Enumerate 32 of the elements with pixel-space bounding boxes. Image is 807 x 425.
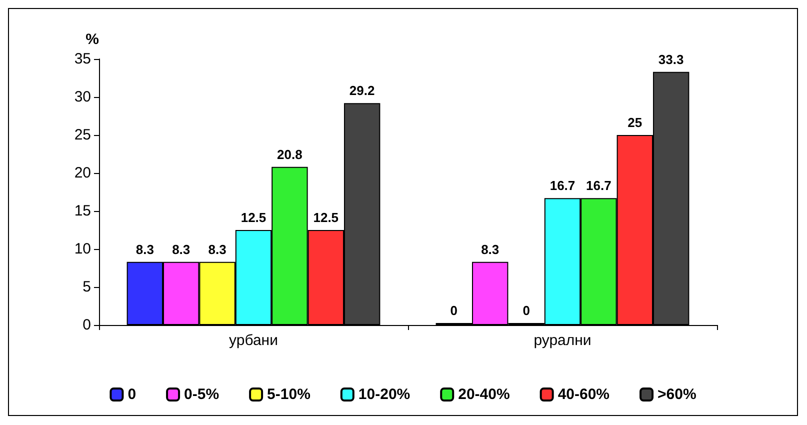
data-label: 33.3	[658, 52, 684, 67]
legend-label: >60%	[658, 386, 696, 403]
data-label: 16.7	[586, 178, 612, 194]
data-label: 16.7	[550, 178, 576, 194]
data-label: 20.8	[277, 146, 302, 162]
y-axis-title: %	[86, 31, 99, 48]
x-tick-label: рурални	[534, 332, 592, 349]
data-label: 8.3	[481, 242, 500, 257]
legend-label: 10-20%	[358, 386, 410, 403]
data-label: 8.3	[136, 242, 154, 257]
legend-label: 5-10%	[267, 386, 310, 403]
data-label: 8.3	[172, 242, 190, 257]
data-label: 25	[628, 115, 642, 130]
y-tick-label: 20	[74, 164, 91, 182]
y-tick-label: 25	[74, 126, 91, 144]
data-label: 0	[450, 303, 458, 318]
y-tick-label: 0	[82, 316, 91, 334]
data-label: 29.2	[349, 83, 375, 98]
x-tick-label: урбани	[229, 332, 278, 349]
legend-label: 0-5%	[184, 386, 220, 403]
data-label: 8.3	[208, 242, 226, 257]
legend-label: 40-60%	[558, 386, 610, 403]
data-label: 0	[522, 303, 530, 318]
data-label: 12.5	[313, 210, 339, 225]
y-tick-label: 35	[74, 50, 91, 68]
y-tick-label: 5	[82, 278, 91, 296]
legend-label: 20-40%	[458, 386, 510, 403]
y-tick-label: 30	[74, 88, 91, 106]
legend-label: 0	[128, 386, 136, 403]
y-tick-label: 10	[74, 240, 91, 258]
data-label: 12.5	[240, 210, 266, 225]
y-tick-label: 15	[74, 202, 91, 220]
